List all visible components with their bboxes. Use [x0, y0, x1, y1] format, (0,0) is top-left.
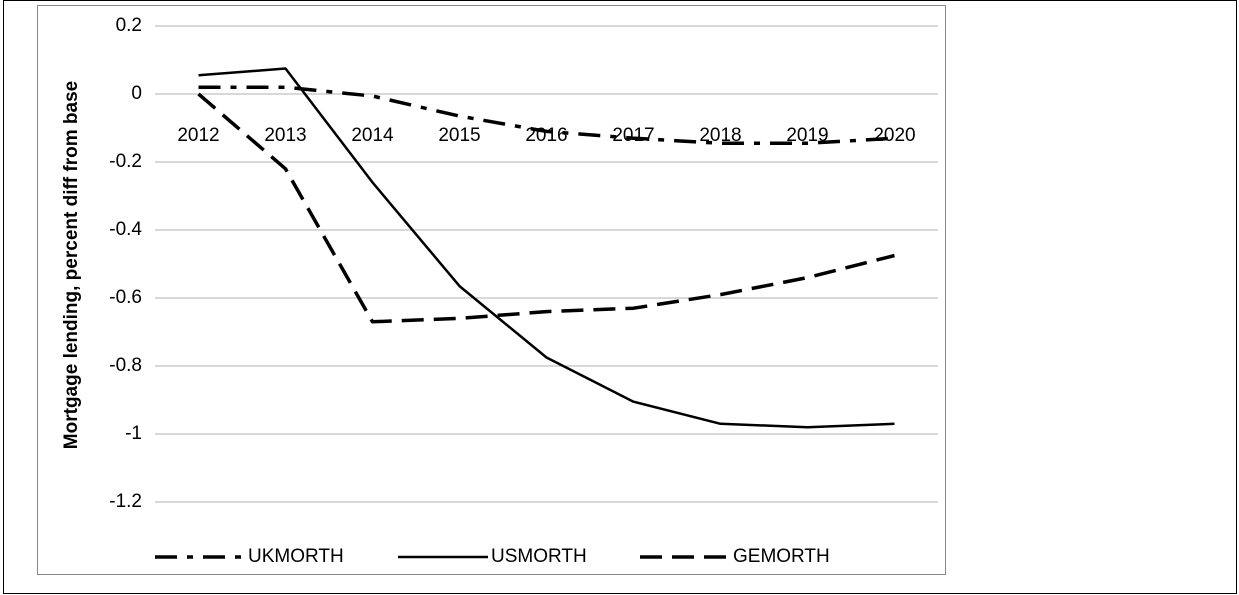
- legend-label: USMORTH: [491, 546, 587, 567]
- x-tick-label: 2012: [177, 125, 219, 146]
- y-tick-label: -0.4: [109, 219, 142, 240]
- x-tick-label: 2014: [351, 125, 394, 146]
- x-tick-label: 2018: [699, 125, 741, 146]
- series-line: [198, 67, 895, 429]
- x-tick-label: 2019: [786, 125, 828, 146]
- y-tick-label: -0.2: [109, 151, 142, 172]
- y-tick-label: -1: [125, 423, 142, 444]
- legend-label: UKMORTH: [248, 546, 344, 567]
- x-tick-label: 2017: [612, 125, 654, 146]
- y-tick-label: -0.6: [109, 287, 142, 308]
- x-tick-label: 2013: [264, 125, 306, 146]
- outer-frame: [3, 0, 1237, 594]
- y-tick-label: -0.8: [109, 355, 142, 376]
- series-line: [198, 85, 895, 146]
- chart-frame: [37, 5, 946, 575]
- series-line: [197, 92, 895, 324]
- legend-label: GEMORTH: [733, 546, 830, 567]
- x-tick-label: 2020: [873, 125, 915, 146]
- y-tick-label: 0.2: [116, 15, 142, 36]
- x-tick-label: 2015: [438, 125, 480, 146]
- y-tick-label: 0: [131, 83, 142, 104]
- y-axis-label: Mortgage lending, percent diff from base: [61, 81, 82, 449]
- y-tick-label: -1.2: [109, 491, 142, 512]
